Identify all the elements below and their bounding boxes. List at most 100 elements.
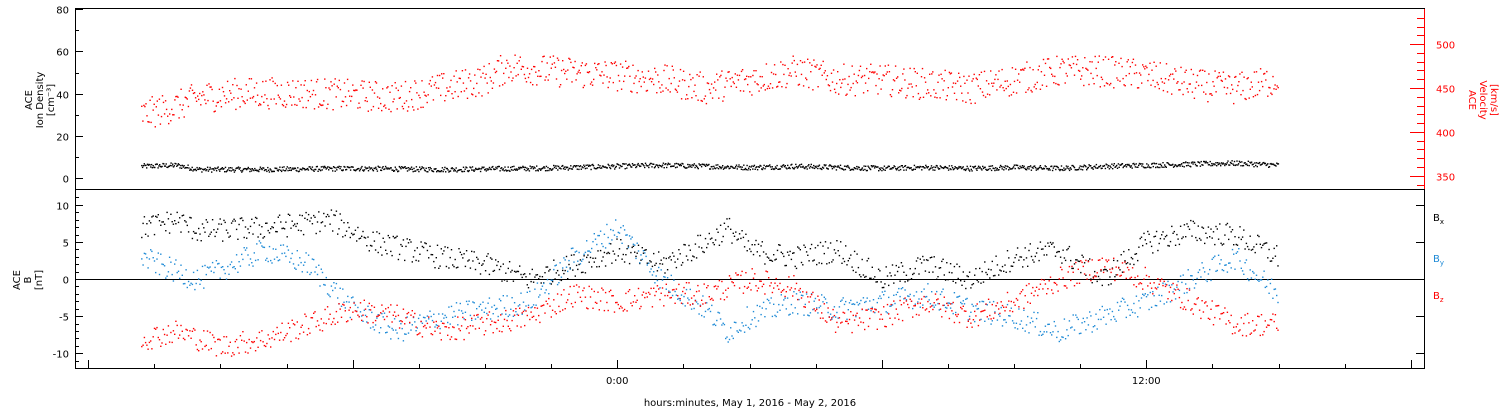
- data-point: [1077, 318, 1079, 321]
- data-point: [258, 104, 260, 107]
- data-point: [1109, 165, 1111, 167]
- data-point: [264, 94, 266, 96]
- data-point: [699, 304, 702, 306]
- data-point: [730, 165, 733, 168]
- data-point: [902, 166, 904, 169]
- data-point: [148, 258, 151, 260]
- data-point: [796, 63, 799, 66]
- data-point: [529, 318, 531, 321]
- data-point: [878, 170, 880, 172]
- data-point: [1004, 80, 1006, 82]
- data-point: [993, 82, 995, 84]
- data-point: [478, 262, 480, 264]
- data-point: [1160, 77, 1162, 80]
- data-point: [477, 168, 479, 170]
- data-point: [236, 167, 238, 169]
- data-point: [1061, 262, 1063, 264]
- data-point: [1126, 304, 1129, 307]
- data-point: [925, 164, 927, 167]
- data-point: [917, 166, 920, 168]
- data-point: [709, 298, 712, 301]
- data-point: [438, 170, 440, 173]
- data-point: [1158, 87, 1160, 90]
- data-point: [148, 163, 150, 166]
- data-point: [670, 259, 672, 261]
- data-point: [869, 277, 871, 279]
- data-point: [1061, 58, 1063, 60]
- data-point: [1037, 168, 1039, 171]
- data-point: [387, 234, 389, 237]
- data-point: [707, 243, 709, 245]
- data-point: [153, 233, 156, 236]
- data-point: [1148, 166, 1150, 168]
- data-point: [1064, 168, 1067, 170]
- data-point: [1159, 163, 1162, 165]
- data-point: [1015, 254, 1018, 256]
- data-point: [262, 80, 264, 83]
- data-point: [623, 308, 626, 311]
- data-point: [1051, 165, 1053, 167]
- data-point: [442, 170, 444, 173]
- data-point: [701, 100, 703, 102]
- data-point: [444, 326, 446, 328]
- data-point: [1128, 249, 1130, 251]
- data-point: [764, 316, 766, 318]
- data-point: [817, 295, 819, 297]
- data-point: [433, 84, 436, 86]
- data-point: [621, 165, 623, 168]
- data-point: [1107, 58, 1110, 60]
- data-point: [1066, 329, 1068, 331]
- data-point: [974, 274, 976, 276]
- data-point: [854, 167, 856, 169]
- data-point: [550, 67, 552, 69]
- data-point: [633, 164, 635, 166]
- data-point: [262, 237, 264, 239]
- data-point: [146, 256, 148, 259]
- data-point: [586, 307, 588, 309]
- data-point: [1235, 164, 1237, 166]
- data-point: [1069, 64, 1072, 67]
- data-point: [483, 334, 485, 336]
- data-point: [950, 168, 952, 171]
- data-point: [578, 286, 580, 288]
- data-point: [500, 300, 502, 302]
- data-point: [202, 91, 204, 93]
- data-point: [224, 221, 226, 224]
- data-point: [905, 169, 907, 171]
- data-point: [296, 222, 298, 225]
- data-point: [608, 81, 610, 83]
- data-point: [666, 166, 668, 169]
- data-point: [1051, 334, 1053, 336]
- data-point: [1005, 271, 1007, 273]
- data-point: [301, 271, 303, 273]
- data-point: [1091, 167, 1094, 169]
- data-point: [1273, 288, 1275, 291]
- data-point: [535, 304, 537, 306]
- data-point: [570, 254, 573, 256]
- data-point: [1243, 162, 1245, 164]
- data-point: [497, 165, 500, 168]
- data-point: [262, 341, 264, 343]
- data-point: [756, 169, 759, 171]
- data-point: [773, 287, 775, 289]
- data-point: [766, 298, 769, 301]
- data-point: [1100, 167, 1102, 170]
- data-point: [816, 64, 818, 66]
- data-point: [764, 168, 766, 170]
- data-point: [413, 167, 415, 170]
- data-point: [1065, 165, 1068, 167]
- data-point: [336, 169, 338, 171]
- data-point: [769, 259, 771, 261]
- data-point: [1036, 167, 1038, 170]
- data-point: [153, 260, 156, 262]
- data-point: [193, 168, 195, 171]
- data-point: [1057, 166, 1059, 169]
- data-point: [540, 305, 542, 307]
- data-point: [187, 105, 190, 108]
- data-point: [214, 266, 216, 269]
- data-point: [274, 167, 276, 169]
- data-point: [1038, 65, 1040, 67]
- data-point: [938, 267, 940, 269]
- data-point: [228, 345, 230, 347]
- data-point: [620, 165, 622, 168]
